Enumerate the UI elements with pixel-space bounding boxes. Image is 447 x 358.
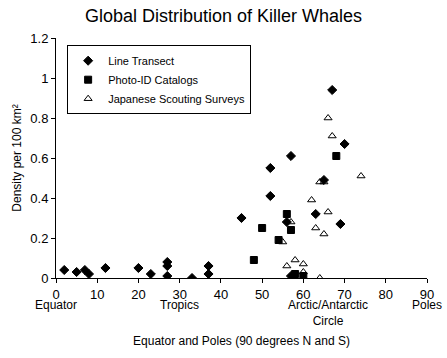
svg-text:30: 30 [172,287,186,302]
svg-text:0.2: 0.2 [30,231,48,246]
svg-text:Arctic/AntarcticCircle: Arctic/AntarcticCircle [288,298,368,328]
svg-text:Japanese Scouting Surveys: Japanese Scouting Surveys [108,93,245,105]
svg-text:Density per 100 km²: Density per 100 km² [10,104,24,211]
svg-text:0.6: 0.6 [30,151,48,166]
svg-text:0.8: 0.8 [30,111,48,126]
svg-text:80: 80 [379,287,393,302]
svg-text:40: 40 [214,287,228,302]
svg-text:60: 60 [296,287,310,302]
svg-text:Photo-ID Catalogs: Photo-ID Catalogs [108,74,198,86]
svg-text:10: 10 [90,287,104,302]
svg-text:Equator: Equator [35,298,77,312]
svg-text:Equator and Poles (90 degrees: Equator and Poles (90 degrees N and S) [133,334,350,348]
svg-text:70: 70 [337,287,351,302]
svg-text:Tropics: Tropics [160,298,199,312]
svg-text:0.4: 0.4 [30,191,48,206]
svg-text:0: 0 [52,287,59,302]
svg-text:1.2: 1.2 [30,31,48,46]
svg-text:Line Transect: Line Transect [108,55,174,67]
svg-text:Poles: Poles [412,298,442,312]
svg-text:20: 20 [131,287,145,302]
svg-text:Global Distribution of Killer: Global Distribution of Killer Whales [85,6,362,26]
svg-text:90: 90 [420,287,434,302]
svg-text:50: 50 [255,287,269,302]
svg-text:1: 1 [41,71,48,86]
svg-text:0: 0 [41,271,48,286]
